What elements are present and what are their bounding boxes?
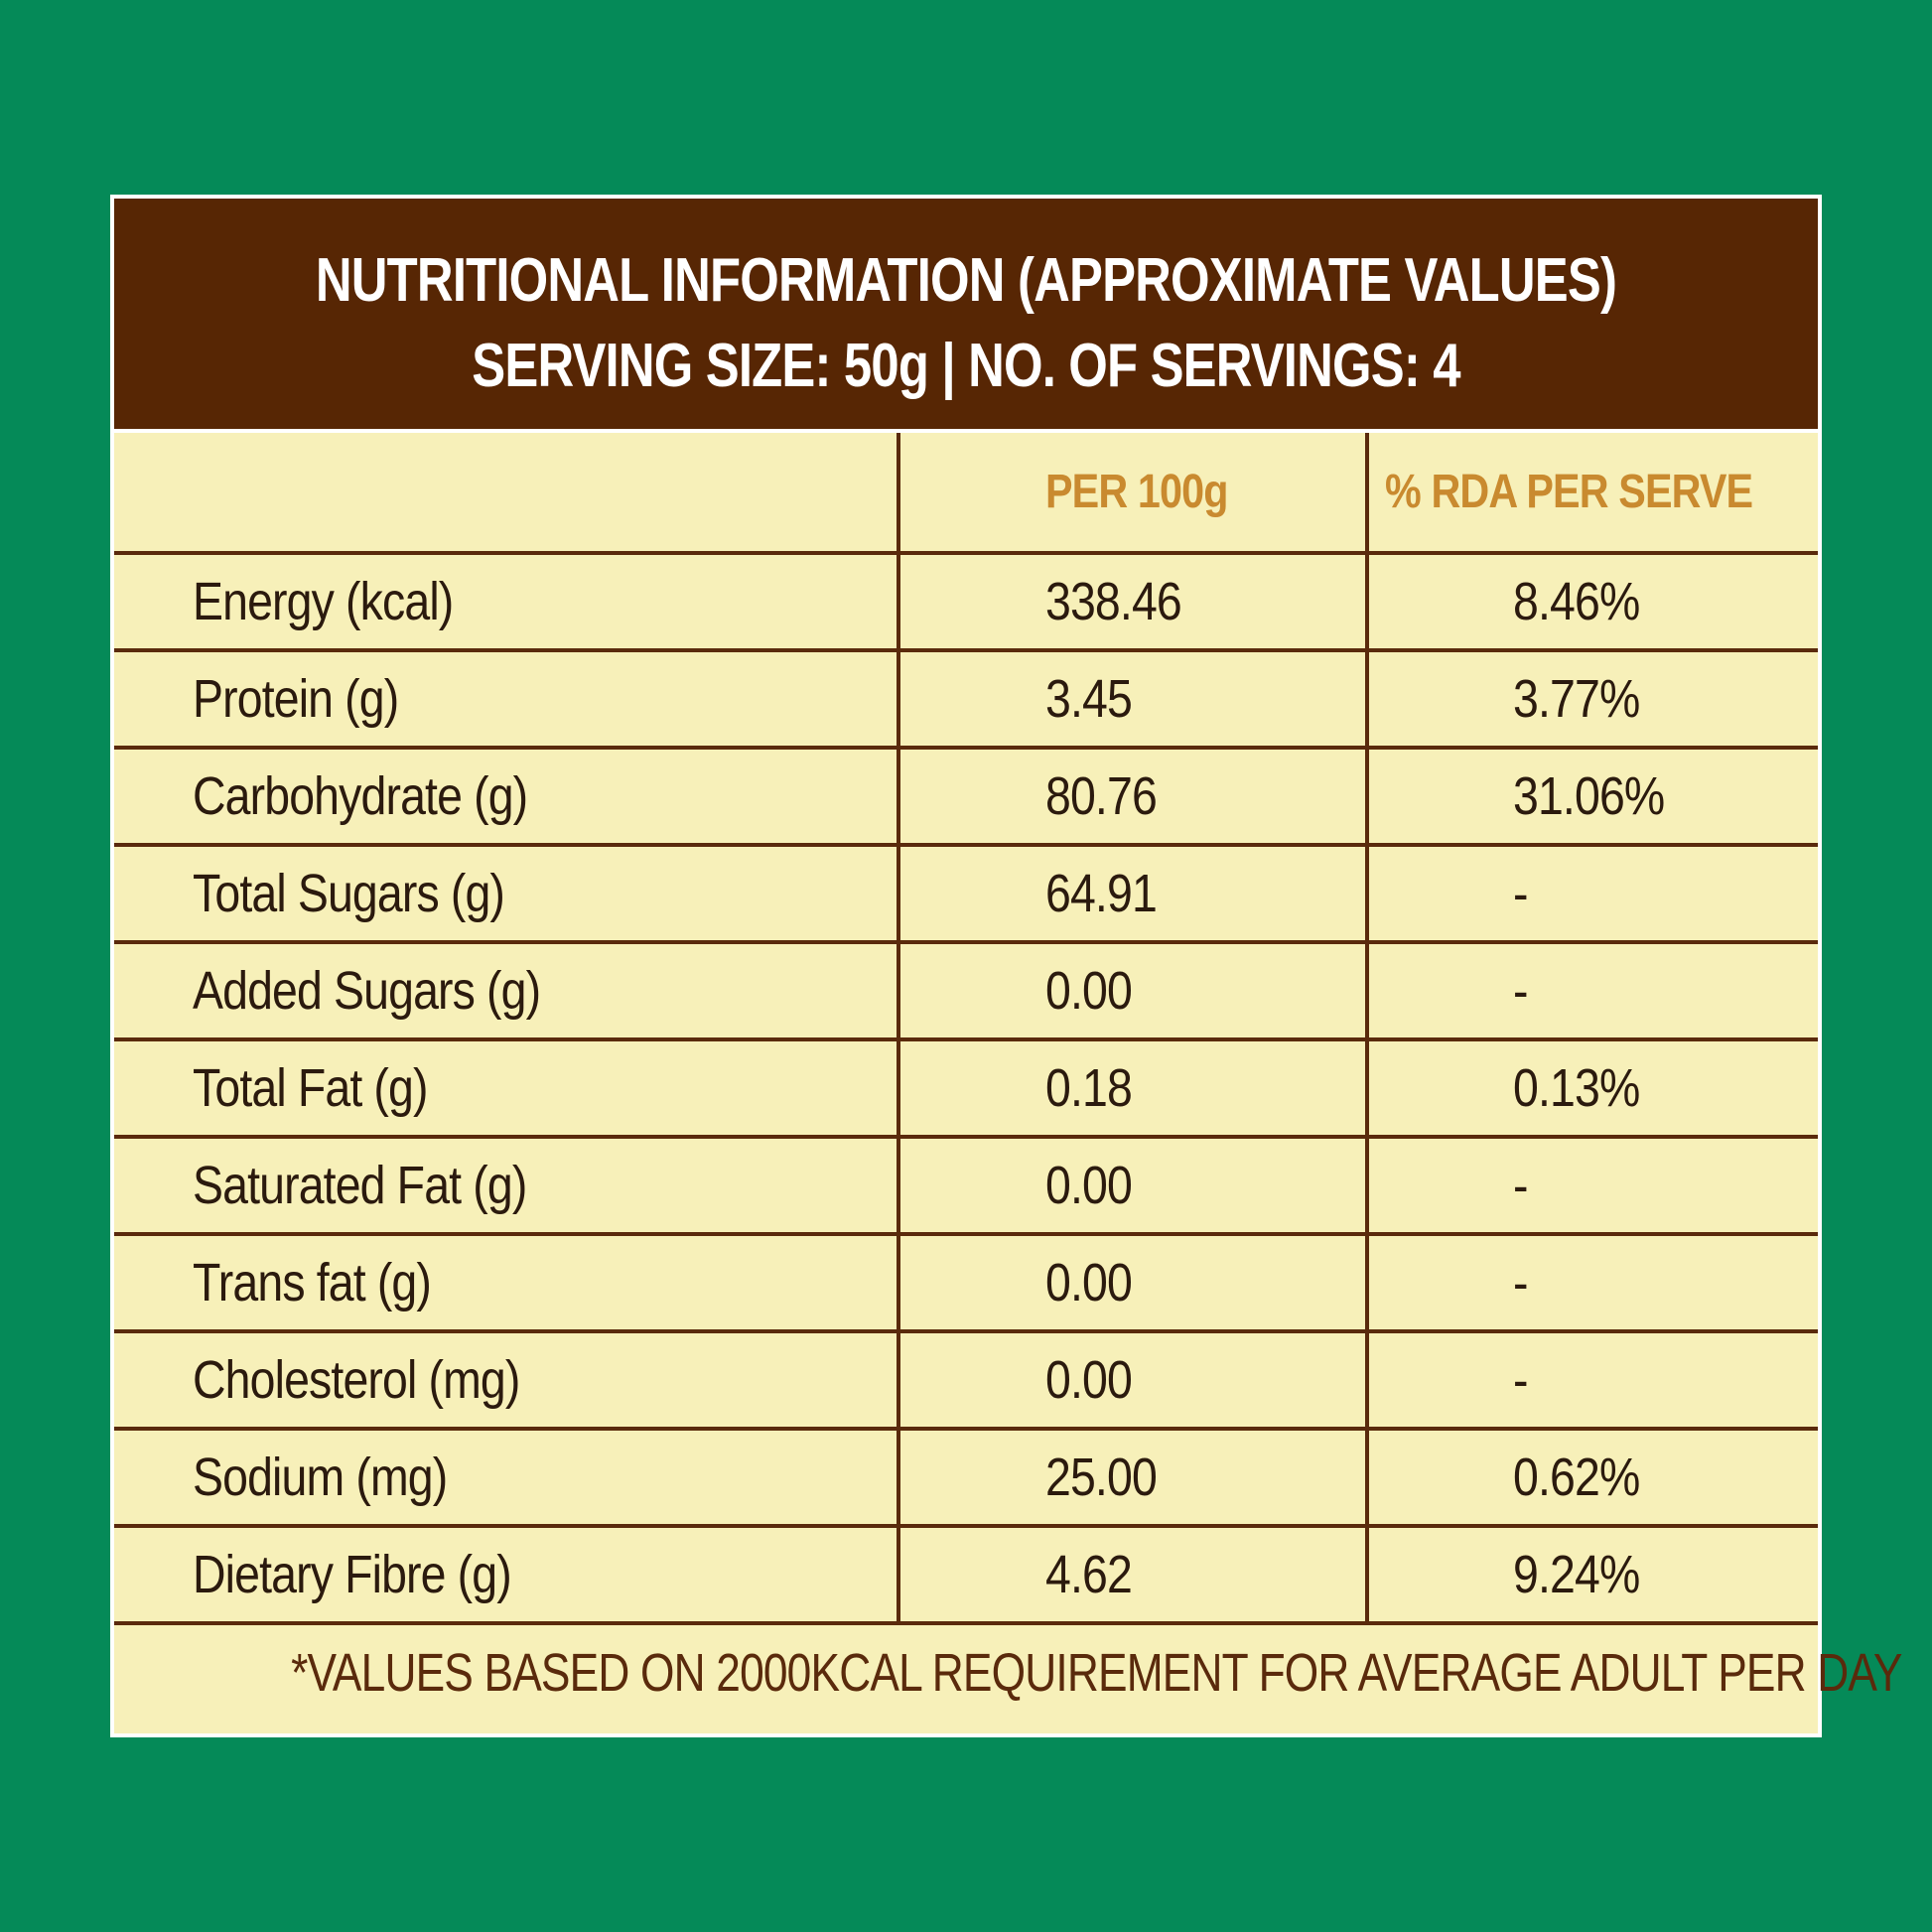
per-100g-value: 338.46 <box>897 553 1367 652</box>
table-row: Sodium (mg) 25.00 0.62% <box>114 1429 1818 1528</box>
rda-value: - <box>1365 1137 1818 1236</box>
table-row: Total Fat (g) 0.18 0.13% <box>114 1039 1818 1139</box>
nutrient-name: Sodium (mg) <box>114 1429 898 1528</box>
rda-value: - <box>1365 845 1818 944</box>
table-row: Cholesterol (mg) 0.00- <box>114 1331 1818 1431</box>
nutrition-header: NUTRITIONAL INFORMATION (APPROXIMATE VAL… <box>114 199 1818 429</box>
nutrient-name: Carbohydrate (g) <box>114 748 898 847</box>
per-100g-value: 0.00 <box>897 1331 1367 1431</box>
per-100g-value: 3.45 <box>897 650 1367 750</box>
nutrient-name: Trans fat (g) <box>114 1234 898 1333</box>
nutrient-name: Energy (kcal) <box>114 553 898 652</box>
rda-value: 0.62% <box>1365 1429 1818 1528</box>
rda-value: 9.24% <box>1365 1526 1818 1625</box>
column-header-rda: % RDA PER SERVE <box>1365 433 1818 555</box>
rda-value: 3.77% <box>1365 650 1818 750</box>
per-100g-value: 25.00 <box>897 1429 1367 1528</box>
table-row: Dietary Fibre (g) 4.62 9.24% <box>114 1526 1818 1625</box>
table-header-row: PER 100g % RDA PER SERVE <box>114 433 1818 555</box>
nutrient-name: Cholesterol (mg) <box>114 1331 898 1431</box>
table-row: Carbohydrate (g) 80.76 31.06% <box>114 748 1818 847</box>
table-row: Saturated Fat (g) 0.00- <box>114 1137 1818 1236</box>
serving-info: SERVING SIZE: 50g | NO. OF SERVINGS: 4 <box>472 332 1460 400</box>
nutrition-table-area: PER 100g % RDA PER SERVE Energy (kcal) 33… <box>114 433 1902 1733</box>
footnote: *VALUES BASED ON 2000KCAL REQUIREMENT FO… <box>114 1623 1902 1733</box>
footnote-text: *VALUES BASED ON 2000KCAL REQUIREMENT FO… <box>291 1643 1902 1703</box>
per-100g-value: 0.00 <box>897 942 1367 1041</box>
nutrition-table: PER 100g % RDA PER SERVE Energy (kcal) 33… <box>114 433 1818 1625</box>
nutrient-name: Added Sugars (g) <box>114 942 898 1041</box>
rda-value: - <box>1365 942 1818 1041</box>
nutrient-name: Total Sugars (g) <box>114 845 898 944</box>
per-100g-value: 0.18 <box>897 1039 1367 1139</box>
nutrient-name: Total Fat (g) <box>114 1039 898 1139</box>
nutrient-name: Dietary Fibre (g) <box>114 1526 898 1625</box>
table-row: Added Sugars (g) 0.00- <box>114 942 1818 1041</box>
table-row: Total Sugars (g) 64.91- <box>114 845 1818 944</box>
rda-value: 31.06% <box>1365 748 1818 847</box>
nutrient-name: Saturated Fat (g) <box>114 1137 898 1236</box>
per-100g-value: 80.76 <box>897 748 1367 847</box>
nutrition-title: NUTRITIONAL INFORMATION (APPROXIMATE VAL… <box>315 246 1617 315</box>
rda-value: 8.46% <box>1365 553 1818 652</box>
table-row: Protein (g) 3.45 3.77% <box>114 650 1818 750</box>
table-row: Energy (kcal) 338.46 8.46% <box>114 553 1818 652</box>
table-row: Trans fat (g) 0.00- <box>114 1234 1818 1333</box>
nutrition-panel: NUTRITIONAL INFORMATION (APPROXIMATE VAL… <box>110 195 1902 1737</box>
rda-value: - <box>1365 1331 1818 1431</box>
nutrient-name: Protein (g) <box>114 650 898 750</box>
per-100g-value: 0.00 <box>897 1137 1367 1236</box>
per-100g-value: 4.62 <box>897 1526 1367 1625</box>
column-header-per-100g: PER 100g <box>897 433 1367 555</box>
per-100g-value: 0.00 <box>897 1234 1367 1333</box>
rda-value: - <box>1365 1234 1818 1333</box>
per-100g-value: 64.91 <box>897 845 1367 944</box>
rda-value: 0.13% <box>1365 1039 1818 1139</box>
column-header-nutrient <box>114 433 898 555</box>
